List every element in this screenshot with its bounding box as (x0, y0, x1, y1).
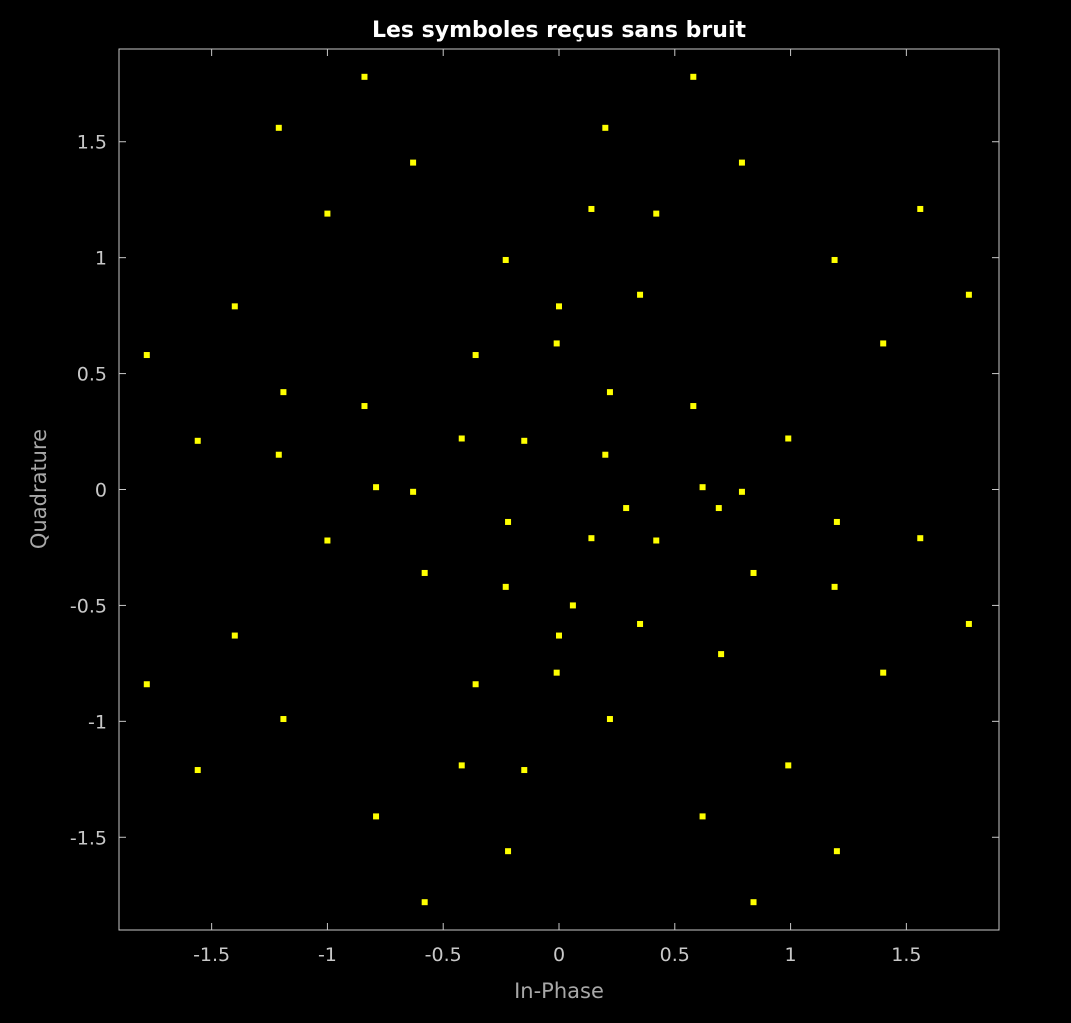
y-tick-label: -1.5 (70, 827, 107, 849)
y-tick-label: 0 (95, 480, 107, 502)
y-tick-label: 1 (95, 248, 107, 270)
data-point (833, 848, 840, 855)
x-tick-label: 0 (553, 944, 565, 966)
plot-frame (118, 48, 1000, 931)
y-tick-label: -0.5 (70, 595, 107, 617)
data-point (143, 352, 150, 359)
data-point (472, 352, 479, 359)
data-point (831, 583, 838, 590)
data-point (785, 435, 792, 442)
data-point (637, 291, 644, 298)
data-point (324, 537, 331, 544)
data-point (623, 505, 630, 512)
data-point (505, 848, 512, 855)
data-point (373, 813, 380, 820)
chart-title: Les symboles reçus sans bruit (372, 18, 747, 43)
x-tick-label: 1 (785, 944, 797, 966)
data-point (194, 437, 201, 444)
data-point (361, 403, 368, 410)
data-point (699, 484, 706, 491)
data-point (194, 767, 201, 774)
data-point (410, 159, 417, 166)
data-point (502, 583, 509, 590)
x-tick-label: 0.5 (660, 944, 690, 966)
data-point (373, 484, 380, 491)
x-tick-label: -0.5 (425, 944, 462, 966)
data-point (553, 340, 560, 347)
data-point (602, 451, 609, 458)
data-point (458, 762, 465, 769)
data-point (637, 620, 644, 627)
data-point (143, 681, 150, 688)
data-point (421, 569, 428, 576)
data-point (458, 435, 465, 442)
data-point (280, 716, 287, 723)
data-point (521, 437, 528, 444)
y-axis-label: Quadrature (27, 429, 51, 549)
data-point (275, 451, 282, 458)
data-point (556, 632, 562, 639)
data-point (421, 899, 428, 906)
data-point (472, 681, 479, 688)
data-point (324, 210, 331, 217)
data-point (965, 620, 972, 627)
data-point (690, 403, 697, 410)
data-point (738, 159, 745, 166)
data-point (588, 205, 595, 212)
data-point (606, 389, 613, 396)
data-point (521, 767, 528, 774)
data-point (917, 205, 924, 212)
data-point (653, 537, 660, 544)
data-point (505, 518, 512, 525)
data-point (553, 669, 560, 676)
data-point (653, 210, 660, 217)
data-point (880, 340, 887, 347)
data-point (690, 73, 697, 80)
axis-ticks: -1.5 -1 -0.5 0 0.5 1 1.5 1.5 1 0.5 0 -0.5 -1 -1.5 (70, 49, 999, 966)
data-point (699, 813, 706, 820)
y-tick-label: 0.5 (77, 364, 107, 386)
y-tick-label: 1.5 (77, 132, 107, 154)
y-tick-label: -1 (88, 711, 107, 733)
data-point (750, 899, 757, 906)
data-point (361, 73, 368, 80)
data-point (750, 569, 757, 576)
data-point (588, 535, 595, 542)
data-point (785, 762, 792, 769)
data-point (231, 303, 238, 310)
data-point (275, 124, 282, 131)
data-point (917, 535, 924, 542)
x-axis-label: In-Phase (514, 979, 604, 1003)
x-tick-label: -1.5 (193, 944, 230, 966)
data-point (569, 602, 576, 609)
data-point (833, 518, 840, 525)
data-point (831, 256, 838, 263)
x-tick-label: -1 (318, 944, 337, 966)
data-point (231, 632, 238, 639)
data-point (718, 651, 725, 658)
data-point (606, 716, 613, 723)
data-point (880, 669, 887, 676)
data-point (410, 488, 417, 495)
x-tick-label: 1.5 (891, 944, 921, 966)
data-points (143, 73, 972, 906)
data-point (280, 389, 287, 396)
data-point (715, 505, 722, 512)
data-point (965, 291, 972, 298)
data-point (502, 256, 509, 263)
data-point (556, 303, 562, 310)
data-point (602, 124, 609, 131)
data-point (738, 488, 745, 495)
